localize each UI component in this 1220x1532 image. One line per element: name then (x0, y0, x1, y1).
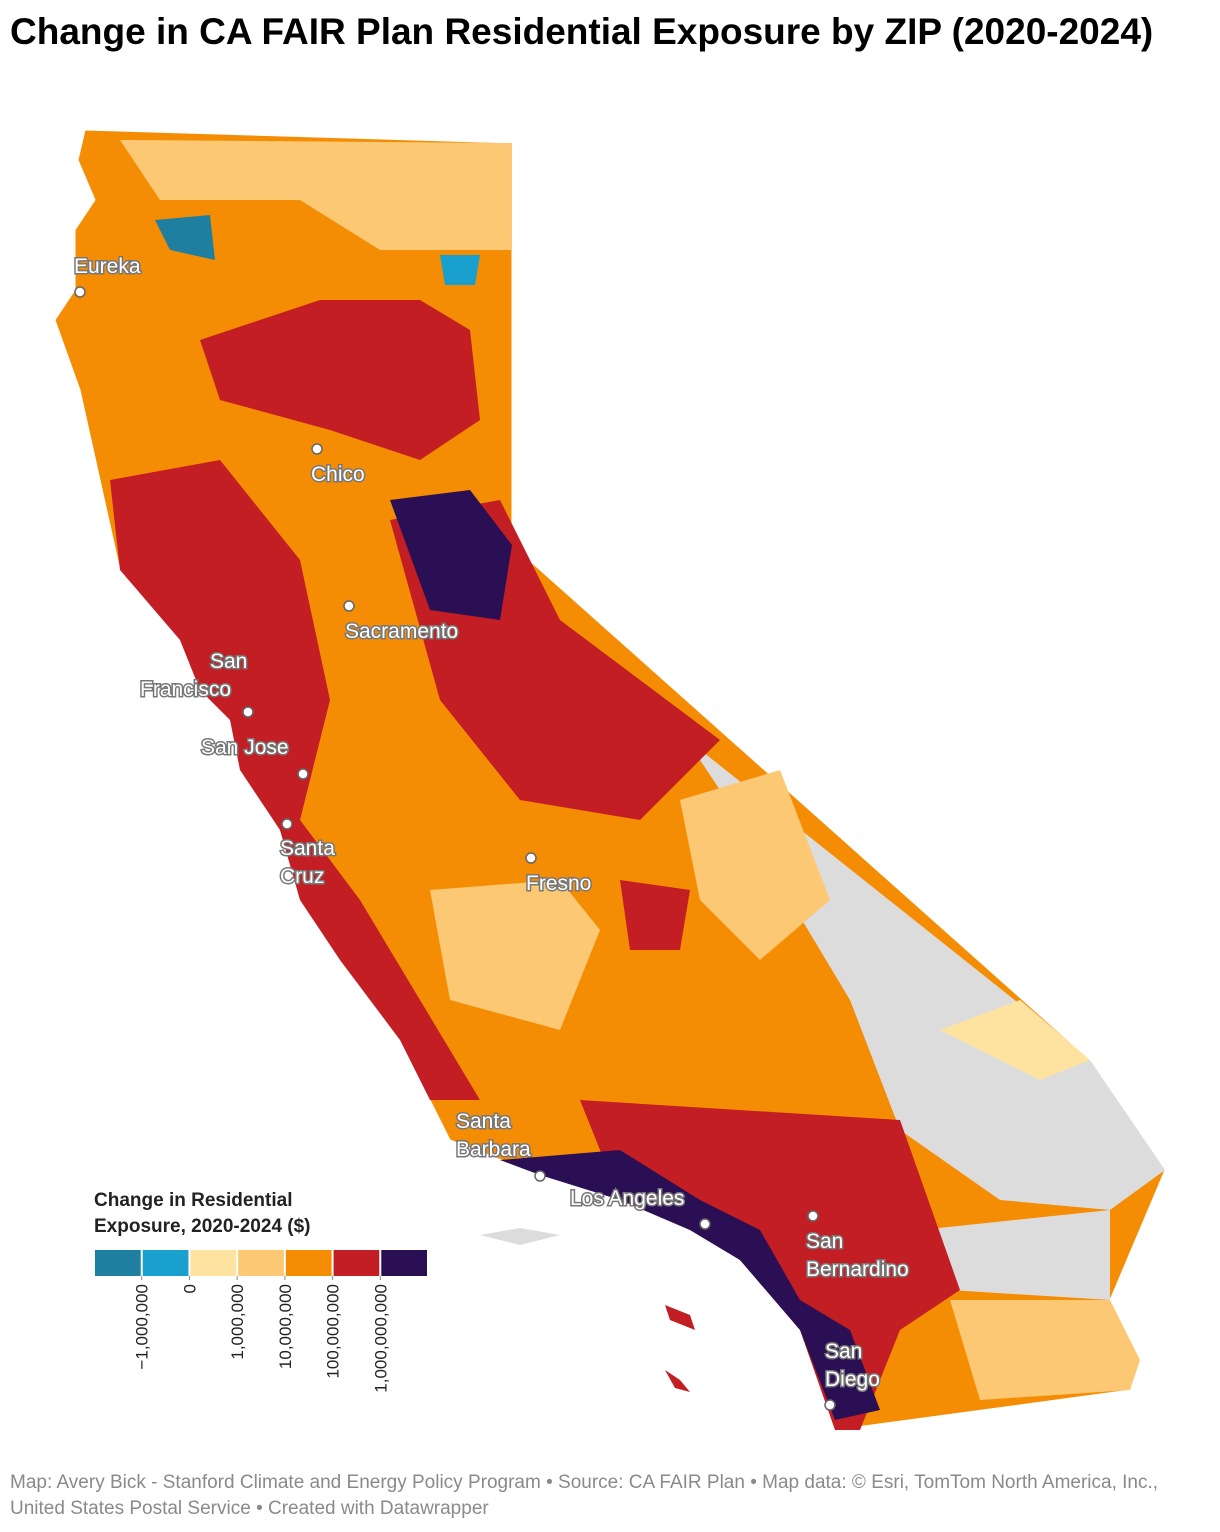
city-dot (534, 1170, 546, 1182)
city-label: Sacramento (345, 620, 458, 643)
city-dot (343, 600, 355, 612)
city-label: Eureka (74, 255, 141, 278)
legend-swatch (95, 1250, 141, 1276)
legend-title: Change in Residential Exposure, 2020-2024… (94, 1190, 311, 1237)
region (110, 460, 480, 1100)
title: Change in CA FAIR Plan Residential Expos… (10, 11, 1154, 52)
city-dot (311, 443, 323, 455)
legend-tick-label: 10,000,000 (276, 1284, 295, 1369)
city-label: Chico (311, 463, 365, 486)
legend-tick-label: 1,000,000,000 (371, 1284, 390, 1393)
legend: Change in Residential Exposure, 2020-2024… (94, 1190, 427, 1393)
city-label: San Diego (825, 1340, 880, 1391)
city-label: San Jose (201, 736, 289, 759)
city-label: Santa Cruz (280, 837, 335, 888)
region (120, 140, 512, 250)
legend-tick-label: 0 (180, 1284, 199, 1293)
city-dot (807, 1210, 819, 1222)
island (665, 1370, 690, 1392)
city-dot (824, 1399, 836, 1411)
city-dot (525, 852, 537, 864)
region (390, 490, 512, 620)
legend-swatch (238, 1250, 284, 1276)
city-label: San Bernardino (806, 1230, 909, 1281)
region (430, 880, 600, 1030)
city-dot (74, 286, 86, 298)
legend-swatch (381, 1250, 427, 1276)
island (480, 1228, 560, 1245)
map: Eureka Chico Sacramento San Francisco San… (54, 129, 1166, 1431)
california (54, 129, 1166, 1431)
region (500, 1150, 880, 1420)
city-label: Santa Barbara (456, 1110, 531, 1161)
legend-swatch (142, 1250, 189, 1276)
legend-tick-label: −1,000,000 (133, 1284, 152, 1370)
footer: Map: Avery Bick - Stanford Climate and E… (10, 1472, 1159, 1519)
city-dot (297, 768, 309, 780)
city-label: San Francisco (140, 650, 247, 701)
legend-swatch (190, 1250, 237, 1276)
city-label: Los Angeles (570, 1187, 684, 1210)
region (620, 880, 690, 950)
legend-tick-label: 100,000,000 (324, 1284, 343, 1379)
city-labels: Eureka Chico Sacramento San Francisco San… (73, 254, 911, 1393)
region (920, 1210, 1110, 1300)
region (950, 1300, 1140, 1400)
region (200, 300, 480, 460)
legend-tick-label: 1,000,000 (228, 1284, 247, 1360)
region (680, 770, 830, 960)
region (155, 215, 215, 260)
city-dot (281, 818, 293, 830)
island (665, 1305, 695, 1330)
legend-swatch (285, 1250, 332, 1276)
city-label: Fresno (526, 872, 591, 895)
city-dot (242, 706, 254, 718)
city-dot (699, 1218, 711, 1230)
city-markers (74, 286, 836, 1411)
region (940, 1000, 1090, 1080)
region (440, 255, 480, 285)
legend-swatch (333, 1250, 380, 1276)
